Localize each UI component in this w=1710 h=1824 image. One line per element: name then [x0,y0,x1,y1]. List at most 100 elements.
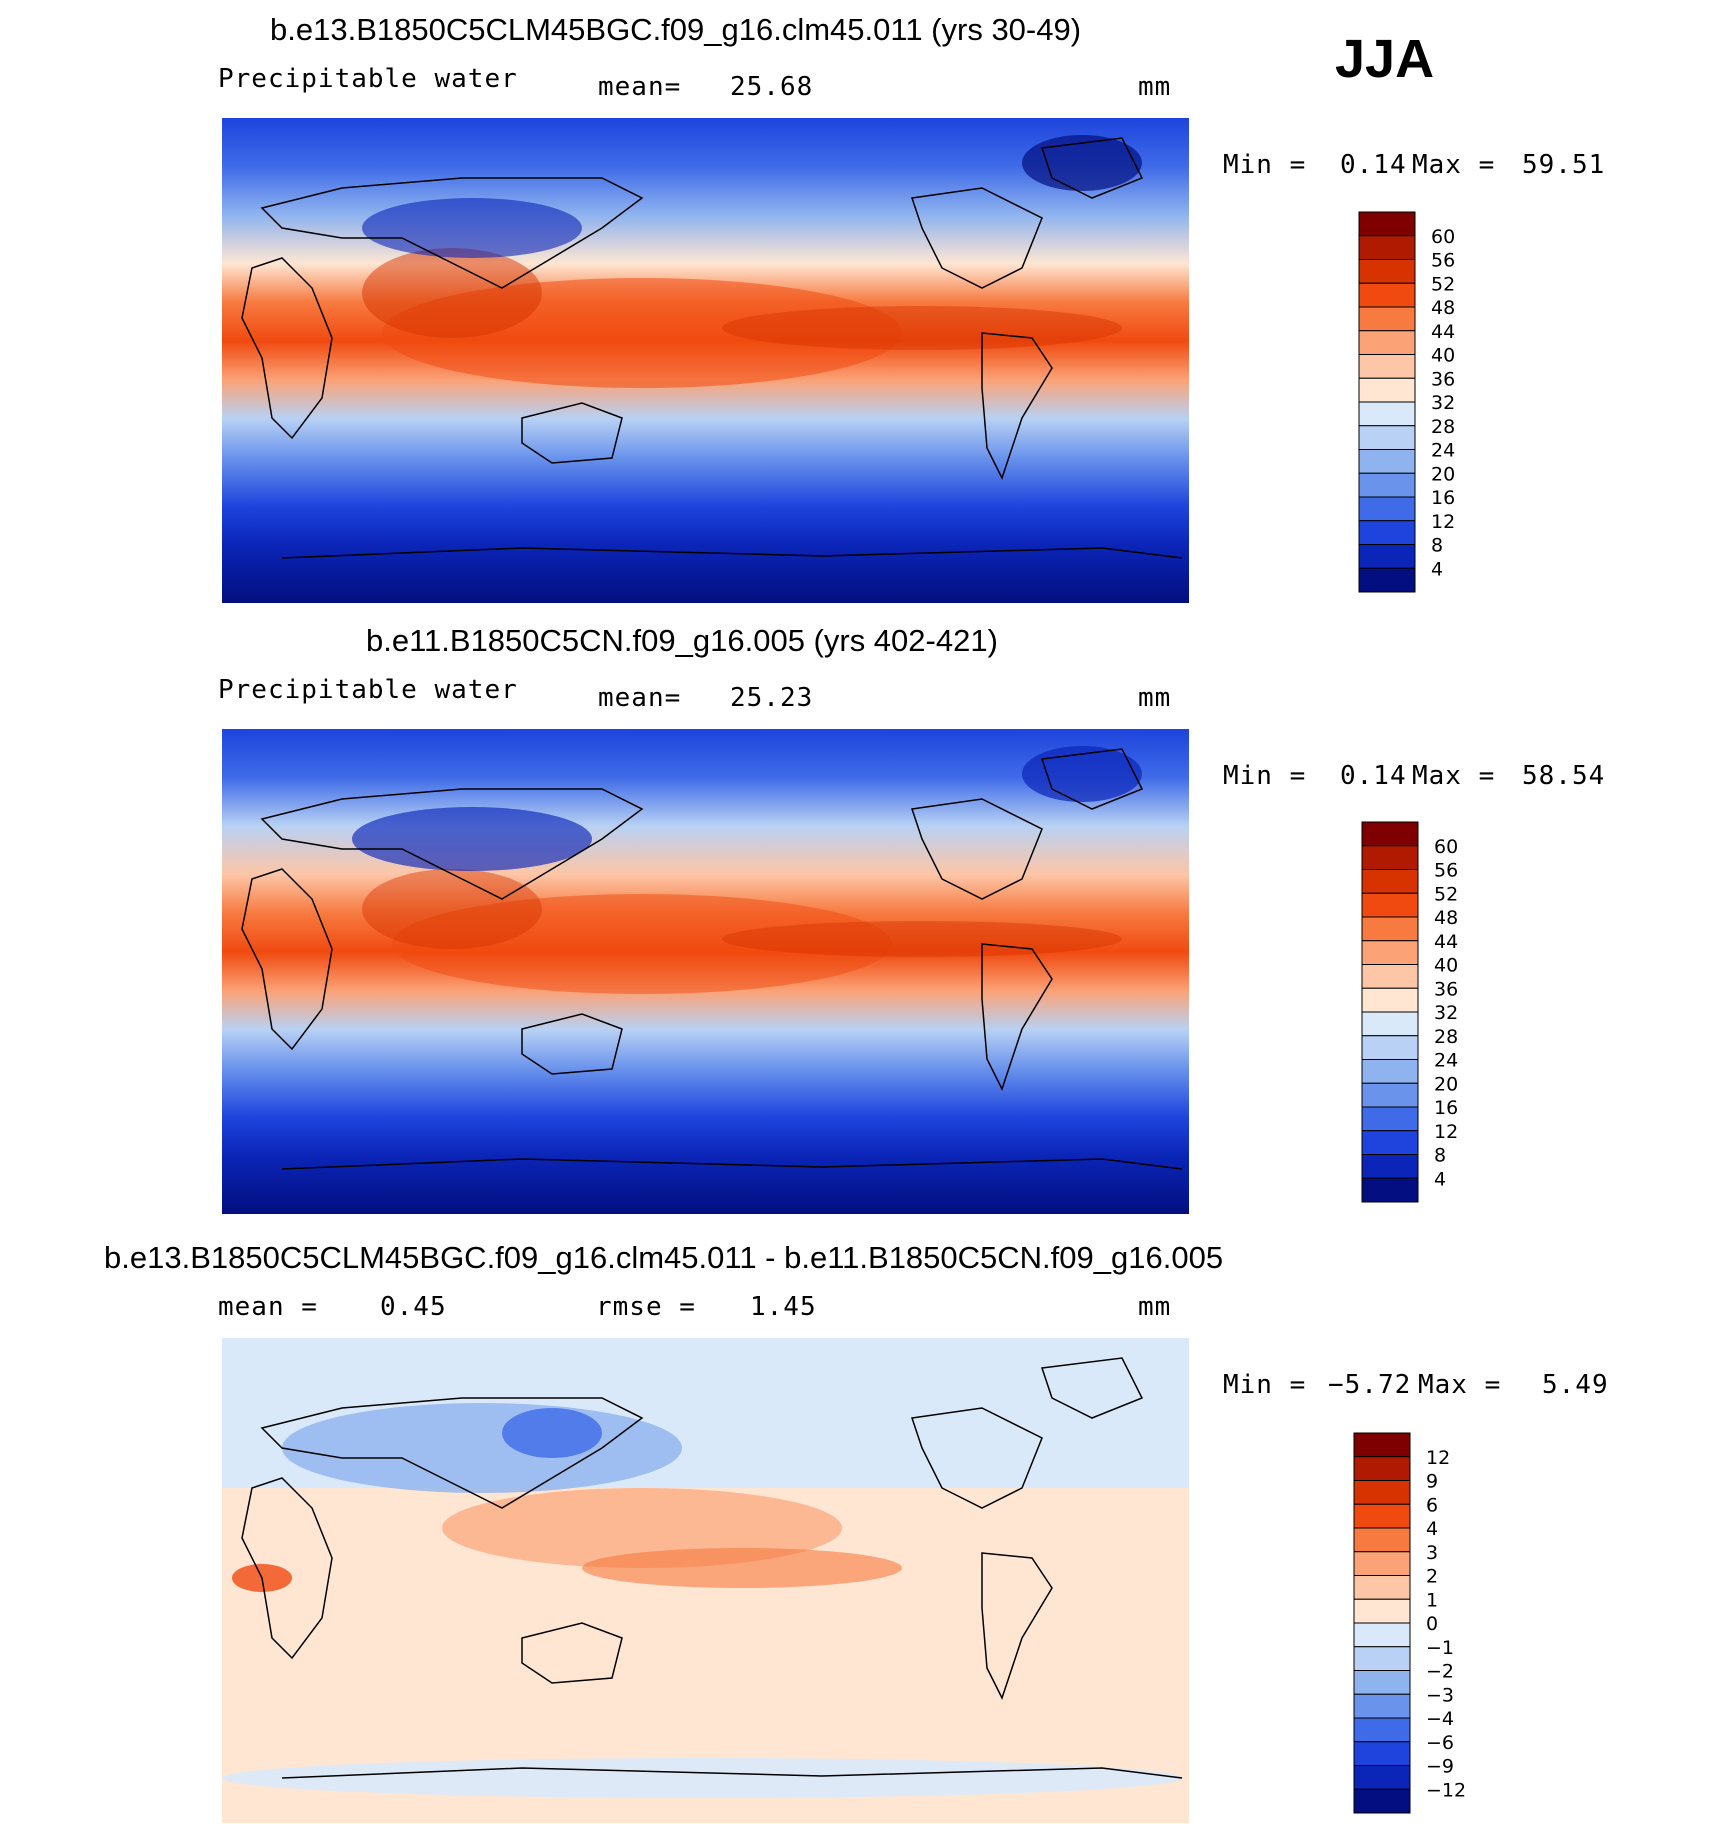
colorbar-label: 32 [1434,1002,1458,1024]
panel-bottom-min-label: Min = [1223,1370,1307,1400]
colorbar-label: −2 [1426,1661,1454,1683]
colorbar-label: 20 [1434,1073,1458,1095]
colorbar-swatch [1353,1456,1411,1481]
colorbar-label: 44 [1434,931,1458,953]
colorbar-label: 56 [1434,860,1458,882]
panel-middle-min-value: 0.14 [1340,761,1407,791]
colorbar-label: 28 [1431,416,1455,438]
panel-top-mean-value: 25.68 [730,72,814,102]
colorbar-swatch [1358,354,1416,379]
pacific-itcz-top [722,306,1122,350]
colorbar-swatch [1358,520,1416,545]
panel-bottom-rmse-label: rmse = [596,1292,696,1322]
colorbar-label: 12 [1426,1447,1450,1469]
colorbar-swatch [1358,496,1416,522]
indian-monsoon-top [362,248,542,338]
colorbar-label: 52 [1434,883,1458,905]
colorbar-label: 60 [1434,836,1458,858]
colorbar-swatch [1361,964,1419,989]
colorbar-swatch [1361,1035,1419,1060]
panel-top-variable: Precipitable water [218,64,518,94]
colorbar-swatch [1358,377,1416,403]
colorbar-swatch [1358,472,1416,498]
colorbar-label: 8 [1434,1145,1446,1167]
central-pacific-positive [582,1548,902,1588]
colorbar-swatch [1353,1551,1411,1576]
colorbar-label: 6 [1426,1494,1438,1516]
panel-bottom-min-value: −5.72 [1328,1370,1412,1400]
colorbar-swatch [1358,567,1416,593]
colorbar-swatch [1358,306,1416,332]
colorbar-label: −9 [1426,1756,1454,1778]
colorbar-label: 1 [1426,1589,1438,1611]
panel-middle-unit: mm [1138,683,1172,713]
colorbar-swatch [1361,1154,1419,1179]
colorbar-label: −1 [1426,1637,1454,1659]
colorbar-swatch [1353,1432,1411,1458]
colorbar-swatch [1353,1717,1411,1743]
colorbar-label: 40 [1431,345,1455,367]
pacific-itcz-middle [722,921,1122,957]
colorbar-swatch [1353,1670,1411,1695]
coastlines-bottom [241,1357,1183,1779]
colorbar-swatch [1358,401,1416,427]
panel-top-min-value: 0.14 [1340,150,1407,180]
colorbar-swatch [1361,821,1419,847]
colorbar-swatch [1361,845,1419,870]
colorbar-label: 4 [1431,558,1443,580]
colorbar-swatch [1361,869,1419,894]
east-asia-strong-negative [502,1408,602,1458]
colorbar-swatch [1353,1575,1411,1600]
panel-middle-max-value: 58.54 [1522,761,1606,791]
colorbar-swatch [1361,1177,1419,1203]
colorbar-swatch [1353,1598,1411,1624]
asia-negative-anomaly [282,1403,682,1493]
colorbar-label: 16 [1434,1097,1458,1119]
colorbar-label: −6 [1426,1732,1454,1754]
colorbar-label: 20 [1431,463,1455,485]
colorbar-label: 24 [1434,1050,1458,1072]
panel-bottom-title: b.e13.B1850C5CLM45BGC.f09_g16.clm45.011 … [104,1240,1224,1275]
panel-middle-mean-value: 25.23 [730,683,814,713]
panel-top-max-value: 59.51 [1522,150,1606,180]
colorbar-swatch [1353,1622,1411,1648]
panel-middle-max-label: Max = [1412,761,1496,791]
colorbar-swatch [1353,1646,1411,1671]
colorbar-label: 40 [1434,955,1458,977]
colorbar-label: −3 [1426,1684,1454,1706]
colorbar-label: 9 [1426,1471,1438,1493]
colorbar-swatch [1361,1106,1419,1132]
colorbar-swatch [1358,259,1416,284]
colorbar-swatch [1358,544,1416,569]
colorbar-label: 60 [1431,226,1455,248]
panel-top-map [222,118,1189,603]
colorbar-label: 12 [1431,511,1455,533]
season-label: JJA [1335,29,1435,89]
warm-pool-middle [392,894,892,994]
colorbar-swatch [1361,1011,1419,1037]
panel-bottom-mean-label: mean = [218,1292,318,1322]
colorbar-swatch [1353,1527,1411,1553]
colorbar-swatch [1358,235,1416,260]
panel-middle-min-label: Min = [1223,761,1307,791]
indian-monsoon-middle [362,869,542,949]
colorbar-label: 32 [1431,392,1455,414]
colorbar-label: 44 [1431,321,1455,343]
panel-bottom-max-value: 5.49 [1542,1370,1609,1400]
colorbar-swatch [1358,211,1416,237]
colorbar-label: 4 [1426,1518,1438,1540]
panel-bottom-max-label: Max = [1418,1370,1502,1400]
colorbar-label: 8 [1431,535,1443,557]
colorbar-label: 0 [1426,1613,1438,1635]
colorbar-swatch [1358,282,1416,308]
colorbar-swatch [1353,1480,1411,1505]
panel-bottom-unit: mm [1138,1292,1172,1322]
coastlines-top [241,137,1183,559]
panel-middle-variable: Precipitable water [218,675,518,705]
colorbar-label: 24 [1431,440,1455,462]
colorbar-swatch [1361,892,1419,918]
panel-bottom-rmse-value: 1.45 [750,1292,817,1322]
panel-top-max-label: Max = [1412,150,1496,180]
